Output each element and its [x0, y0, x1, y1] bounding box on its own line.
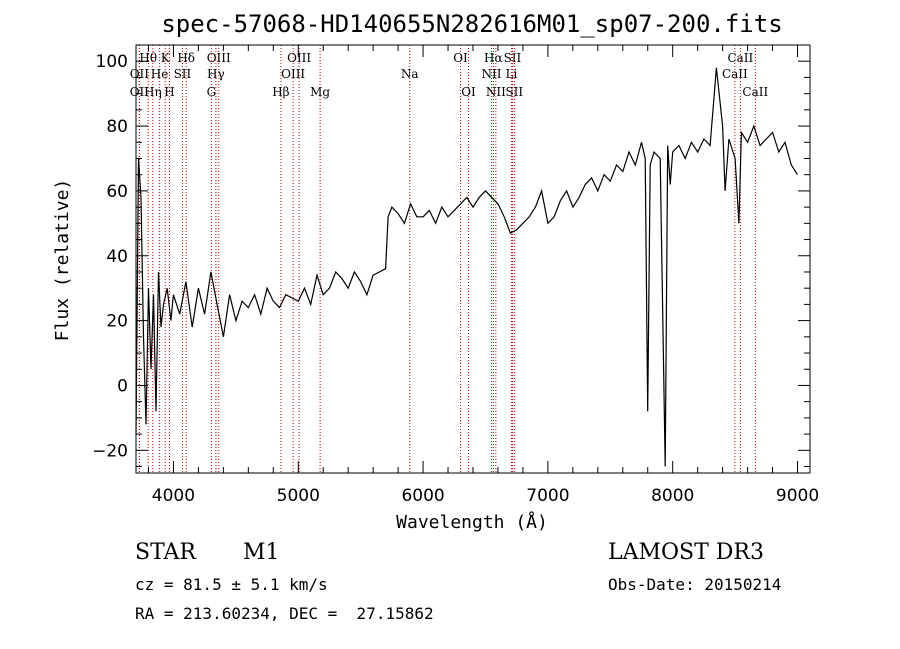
y-tick-label: 0 [117, 376, 128, 396]
line-marker-label: Li [506, 67, 518, 81]
line-marker-label: H [164, 85, 174, 99]
y-axis: −20 0 20 40 60 80 100 [92, 44, 810, 468]
line-marker-label: Hα [484, 51, 503, 65]
line-markers [138, 45, 756, 473]
y-tick-label: 60 [106, 182, 128, 202]
line-marker-label: CaII [727, 51, 753, 65]
x-tick-label: 6000 [401, 486, 444, 506]
x-tick-label: 9000 [776, 486, 819, 506]
spectrum-chart: spec-57068-HD140655N282616M01_sp07-200.f… [52, 10, 819, 533]
line-marker-label: OIII [207, 51, 231, 65]
line-marker-label: OIII [287, 51, 311, 65]
line-marker-label: OI [461, 85, 476, 99]
y-tick-label: −20 [92, 441, 128, 461]
line-marker-label: Hη [144, 85, 162, 99]
survey-name: LAMOST DR3 [608, 540, 764, 565]
plot-frame [135, 44, 811, 474]
line-marker-label: SII [504, 51, 522, 65]
line-marker-label: NII [486, 85, 506, 99]
line-marker-label: CaII [742, 85, 768, 99]
coordinates-text: RA = 213.60234, DEC = 27.15862 [135, 604, 434, 623]
y-tick-label: 80 [106, 117, 128, 137]
line-marker-label: OIII [281, 67, 305, 81]
object-class: STAR [135, 540, 196, 565]
y-tick-label: 40 [106, 247, 128, 267]
x-axis-label: Wavelength (Å) [396, 511, 548, 533]
obs-date-text: Obs-Date: 20150214 [608, 575, 782, 594]
x-tick-label: 7000 [526, 486, 569, 506]
x-tick-label: 4000 [152, 486, 195, 506]
x-tick-label: 5000 [277, 486, 320, 506]
line-marker-label: He [151, 67, 169, 81]
line-marker-label: NII [481, 67, 501, 81]
y-axis-label: Flux (relative) [52, 179, 73, 342]
line-marker-label: Hδ [177, 51, 195, 65]
line-marker-label: K [161, 51, 171, 65]
line-marker-label: G [207, 85, 217, 99]
line-marker-label: Mg [310, 85, 330, 99]
y-tick-label: 20 [106, 312, 128, 332]
line-marker-label: Hβ [272, 85, 289, 99]
spectrum-line [135, 67, 799, 467]
y-tick-label: 100 [96, 52, 128, 72]
line-marker-label: OII [130, 67, 150, 81]
line-marker-label: CaII [722, 67, 748, 81]
x-tick-label: 8000 [651, 486, 694, 506]
line-marker-label: OII [130, 85, 150, 99]
line-marker-label: Hθ [139, 51, 157, 65]
object-subclass: M1 [243, 540, 280, 565]
line-marker-label: SII [174, 67, 192, 81]
line-marker-label: SII [505, 85, 523, 99]
x-axis: 4000 5000 6000 7000 8000 9000 [147, 45, 819, 506]
chart-title: spec-57068-HD140655N282616M01_sp07-200.f… [161, 10, 782, 38]
line-marker-label: OI [453, 51, 468, 65]
line-marker-label: Hγ [207, 67, 225, 81]
redshift-text: cz = 81.5 ± 5.1 km/s [135, 575, 328, 594]
line-marker-label: Na [401, 67, 419, 81]
